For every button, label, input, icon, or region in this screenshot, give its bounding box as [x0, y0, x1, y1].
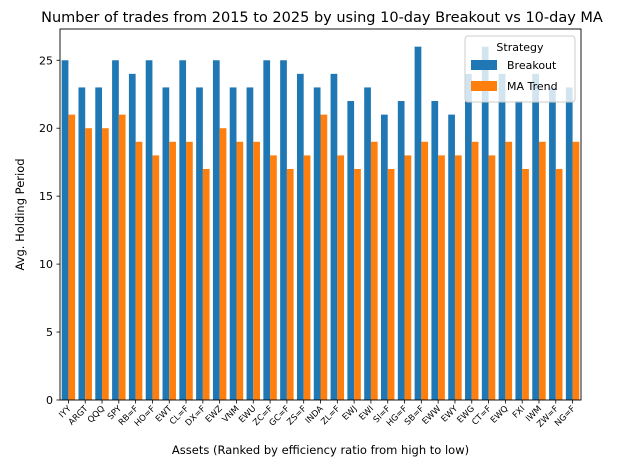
bar-breakout-zw-f — [549, 87, 556, 400]
bar-ma-trend-ewu — [253, 141, 260, 401]
bar-breakout-ewy — [448, 114, 455, 401]
bar-ma-trend-eww — [438, 155, 445, 400]
bar-ma-trend-hg-f — [404, 155, 412, 400]
bars-layer — [61, 46, 580, 401]
bar-ma-trend-zl-f — [337, 155, 345, 400]
bar-ma-trend-ewg — [471, 141, 479, 401]
bar-ma-trend-vnm — [236, 141, 244, 401]
x-tick-label: VNM — [221, 404, 242, 425]
y-axis-label: Avg. Holding Period — [13, 158, 27, 270]
bar-ma-trend-inda — [320, 114, 328, 401]
bar-breakout-inda — [313, 87, 321, 400]
x-tick-label: QQQ — [86, 404, 107, 425]
bar-breakout-ho-f — [145, 60, 153, 400]
bar-breakout-sb-f — [414, 46, 422, 401]
bar-breakout-ewq — [498, 73, 506, 400]
x-axis-ticks: IYYARGTQQQSPYRB=FHO=FEWTCL=FDX=FEWZVNMEW… — [57, 400, 578, 430]
bar-breakout-ct-f — [481, 46, 489, 401]
bar-breakout-zc-f — [263, 60, 271, 400]
bar-breakout-ewj — [347, 101, 355, 400]
bar-ma-trend-ewz — [219, 128, 227, 400]
bar-ma-trend-ct-f — [488, 155, 496, 400]
bar-ma-trend-ewy — [454, 155, 462, 400]
bar-ma-trend-qqq — [102, 128, 109, 400]
bar-ma-trend-sb-f — [421, 141, 429, 401]
legend-swatch-breakout — [471, 60, 497, 70]
x-tick-label: EWZ — [204, 404, 225, 425]
bar-ma-trend-cl-f — [186, 141, 193, 401]
bar-ma-trend-gc-f — [286, 168, 294, 400]
bar-ma-trend-ng-f — [572, 141, 580, 401]
y-tick-label: 15 — [39, 190, 53, 203]
y-tick-label: 10 — [39, 258, 53, 271]
x-tick-label: CT=F — [470, 404, 494, 428]
y-tick-label: 0 — [46, 394, 53, 407]
bar-breakout-fxi — [515, 101, 523, 400]
bar-breakout-ewt — [162, 87, 170, 400]
bar-ma-trend-zc-f — [270, 155, 277, 400]
x-tick-label: EWJ — [341, 404, 360, 423]
y-axis-ticks: 0 5 10 15 20 25 — [39, 54, 60, 407]
bar-breakout-dx-f — [196, 87, 203, 400]
bar-breakout-cl-f — [179, 60, 187, 400]
bar-breakout-eww — [431, 101, 439, 400]
bar-ma-trend-argt — [85, 128, 92, 400]
bar-breakout-hg-f — [397, 101, 405, 400]
bar-breakout-ewu — [246, 87, 254, 400]
y-tick-label: 5 — [46, 326, 53, 339]
bar-ma-trend-ewi — [370, 141, 378, 401]
bar-breakout-si-f — [381, 114, 388, 401]
x-tick-label: EWW — [421, 404, 444, 427]
bar-breakout-ewi — [364, 87, 371, 400]
legend-label-ma-trend: MA Trend — [507, 80, 558, 93]
bar-ma-trend-ewt — [169, 141, 176, 401]
bar-ma-trend-ewq — [505, 141, 513, 401]
bar-ma-trend-iwm — [538, 141, 546, 401]
plot-frame — [59, 28, 582, 401]
chart-title: Number of trades from 2015 to 2025 by us… — [41, 10, 603, 26]
bar-breakout-ewz — [212, 60, 220, 400]
bar-ma-trend-iyy — [68, 114, 76, 401]
bar-breakout-gc-f — [280, 60, 287, 400]
y-tick-label: 20 — [39, 122, 53, 135]
bar-breakout-iyy — [61, 60, 69, 400]
bar-breakout-iwm — [532, 73, 539, 400]
bar-ma-trend-zw-f — [555, 168, 563, 400]
legend-title: Strategy — [496, 41, 544, 54]
legend-swatch-ma-trend — [471, 81, 497, 91]
bar-breakout-zs-f — [296, 73, 304, 400]
bar-breakout-argt — [78, 87, 86, 400]
x-tick-label: ZS=F — [285, 404, 309, 428]
x-tick-label: ZL=F — [319, 404, 342, 427]
bar-ma-trend-fxi — [522, 168, 529, 400]
bar-ma-trend-si-f — [387, 168, 395, 400]
bar-breakout-spy — [112, 60, 119, 400]
bar-breakout-ng-f — [565, 87, 573, 400]
bar-ma-trend-zs-f — [303, 155, 311, 400]
legend-label-breakout: Breakout — [507, 59, 557, 72]
legend: Strategy Breakout MA Trend — [464, 35, 576, 103]
bar-breakout-qqq — [95, 87, 103, 400]
bar-ma-trend-rb-f — [135, 141, 143, 401]
bar-ma-trend-dx-f — [202, 168, 210, 400]
bar-breakout-rb-f — [128, 73, 136, 400]
bar-ma-trend-ho-f — [152, 155, 160, 400]
y-tick-label: 25 — [39, 54, 53, 67]
bar-breakout-vnm — [229, 87, 237, 400]
x-axis-label: Assets (Ranked by efficiency ratio from … — [172, 443, 469, 457]
bar-ma-trend-ewj — [354, 168, 361, 400]
bar-breakout-zl-f — [330, 73, 338, 400]
bar-breakout-ewg — [465, 73, 472, 400]
x-tick-label: EWQ — [489, 404, 511, 426]
bar-ma-trend-spy — [118, 114, 126, 401]
x-tick-label: SB=F — [403, 404, 427, 428]
